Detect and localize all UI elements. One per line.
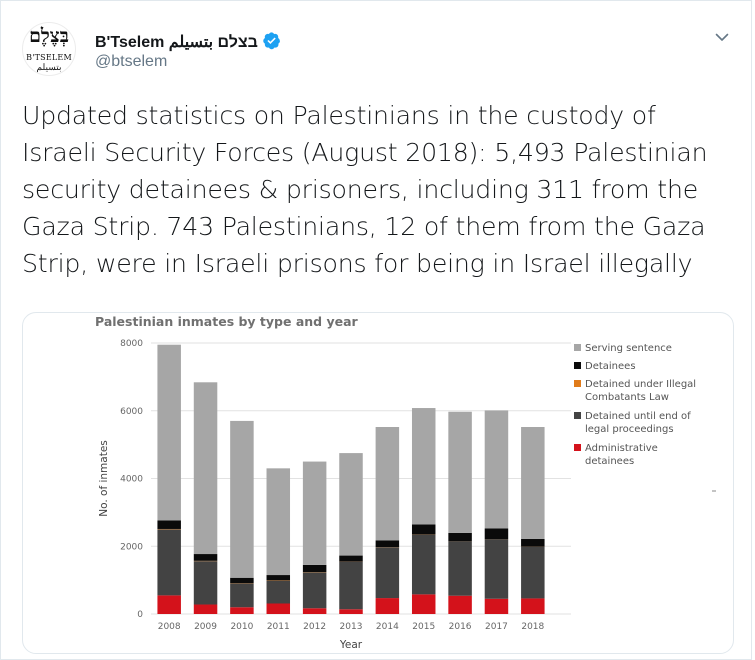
x-tick-label: 2011 (267, 622, 290, 632)
y-axis-label: No. of inmates (98, 440, 110, 517)
stacked-bar-chart: Palestinian inmates by type and year 0 200… (95, 314, 716, 651)
legend-label: Detained until end of legal proceedings (585, 411, 691, 435)
x-tick-label: 2018 (521, 622, 544, 632)
bar-segment (339, 453, 363, 556)
bar-segment (484, 539, 509, 599)
bar-segment (484, 528, 509, 540)
legend-swatch (574, 412, 581, 419)
bar-segment (193, 604, 218, 614)
legend-label: Detainees (585, 361, 636, 372)
verified-badge-icon (262, 31, 281, 55)
bar-segment (157, 595, 181, 614)
tweet-text: Updated statistics on Palestinians in th… (22, 101, 708, 278)
x-tick-label: 2017 (485, 622, 508, 632)
bar-segment (375, 540, 400, 548)
avatar[interactable]: בְּצֶלֶם B'TSELEM بتسيلم (22, 22, 76, 76)
bar-segment (339, 609, 363, 614)
bar-segment (266, 575, 291, 581)
y-tick-label: 4000 (120, 475, 143, 485)
bar-segment (411, 594, 436, 614)
avatar-logo-latin: B'TSELEM (26, 53, 72, 62)
bar-segment (193, 554, 218, 561)
bar-segment (448, 411, 472, 533)
bar-segment (484, 598, 509, 614)
bar-segment (230, 607, 254, 614)
bar-segment (521, 538, 545, 547)
bar-segment (448, 541, 472, 596)
x-axis-label: Year (339, 639, 363, 651)
legend-swatch (574, 362, 581, 369)
bar-segment (375, 427, 400, 541)
x-tick-label: 2015 (412, 622, 435, 632)
bar-segment (266, 580, 291, 604)
y-tick-label: 8000 (120, 339, 143, 349)
bar-segment (375, 547, 400, 599)
bar-segment (193, 382, 218, 555)
avatar-logo-hebrew: בְּצֶלֶם (29, 25, 69, 47)
x-tick-label: 2016 (449, 622, 472, 632)
bar-segment (157, 529, 181, 596)
chevron-down-icon[interactable] (715, 29, 729, 43)
author-display-name[interactable]: B'Tselem בצלם بتسيلم (95, 31, 281, 55)
bar-segment (302, 608, 327, 614)
y-tick-label: 0 (137, 610, 143, 620)
x-tick-label: 2014 (376, 622, 399, 632)
bar-segment (266, 603, 291, 614)
bar-segment (157, 520, 181, 529)
bar-segment (375, 598, 400, 614)
chart-title: Palestinian inmates by type and year (95, 314, 359, 329)
legend-swatch (574, 344, 581, 351)
bar-segment (230, 577, 254, 584)
bar-segment (230, 420, 254, 578)
x-tick-label: 2012 (303, 622, 326, 632)
x-tick-label: 2008 (158, 622, 181, 632)
bar-segment (193, 561, 218, 605)
x-tick-label: 2010 (230, 622, 253, 632)
bar-segment (157, 344, 181, 521)
bar-segment (411, 524, 436, 535)
display-name-text: B'Tselem בצלם بتسيلم (95, 34, 258, 51)
x-tick-label: 2013 (340, 622, 363, 632)
author-handle[interactable]: @btselem (95, 53, 168, 70)
bar-segment (302, 572, 327, 609)
bar-segment (339, 555, 363, 562)
bar-segment (448, 595, 472, 614)
bar-segment (484, 410, 509, 529)
bar-segment (302, 564, 327, 573)
bar-segment (230, 583, 254, 608)
legend-label: Serving sentence (585, 343, 672, 354)
legend-label: Detained under Illegal Combatants Law (585, 379, 696, 403)
bar-segment (448, 532, 472, 542)
x-tick-label: 2009 (194, 622, 217, 632)
bar-segment (411, 534, 436, 595)
bar-segment (521, 427, 545, 539)
legend-swatch (574, 444, 581, 451)
bar-segment (339, 561, 363, 610)
bar-segment (521, 546, 545, 599)
tweet-media-chart[interactable]: Palestinian inmates by type and year 0 200… (22, 312, 734, 654)
y-tick-label: 6000 (120, 407, 143, 417)
bar-segment (302, 461, 327, 565)
legend-label: Administrative detainees (585, 443, 658, 467)
y-tick-label: 2000 (120, 542, 143, 552)
legend-swatch (574, 380, 581, 387)
avatar-logo-arabic: بتسيلم (36, 63, 62, 73)
bar-segment (266, 468, 291, 576)
bar-segment (411, 408, 436, 525)
bar-segment (521, 598, 545, 614)
